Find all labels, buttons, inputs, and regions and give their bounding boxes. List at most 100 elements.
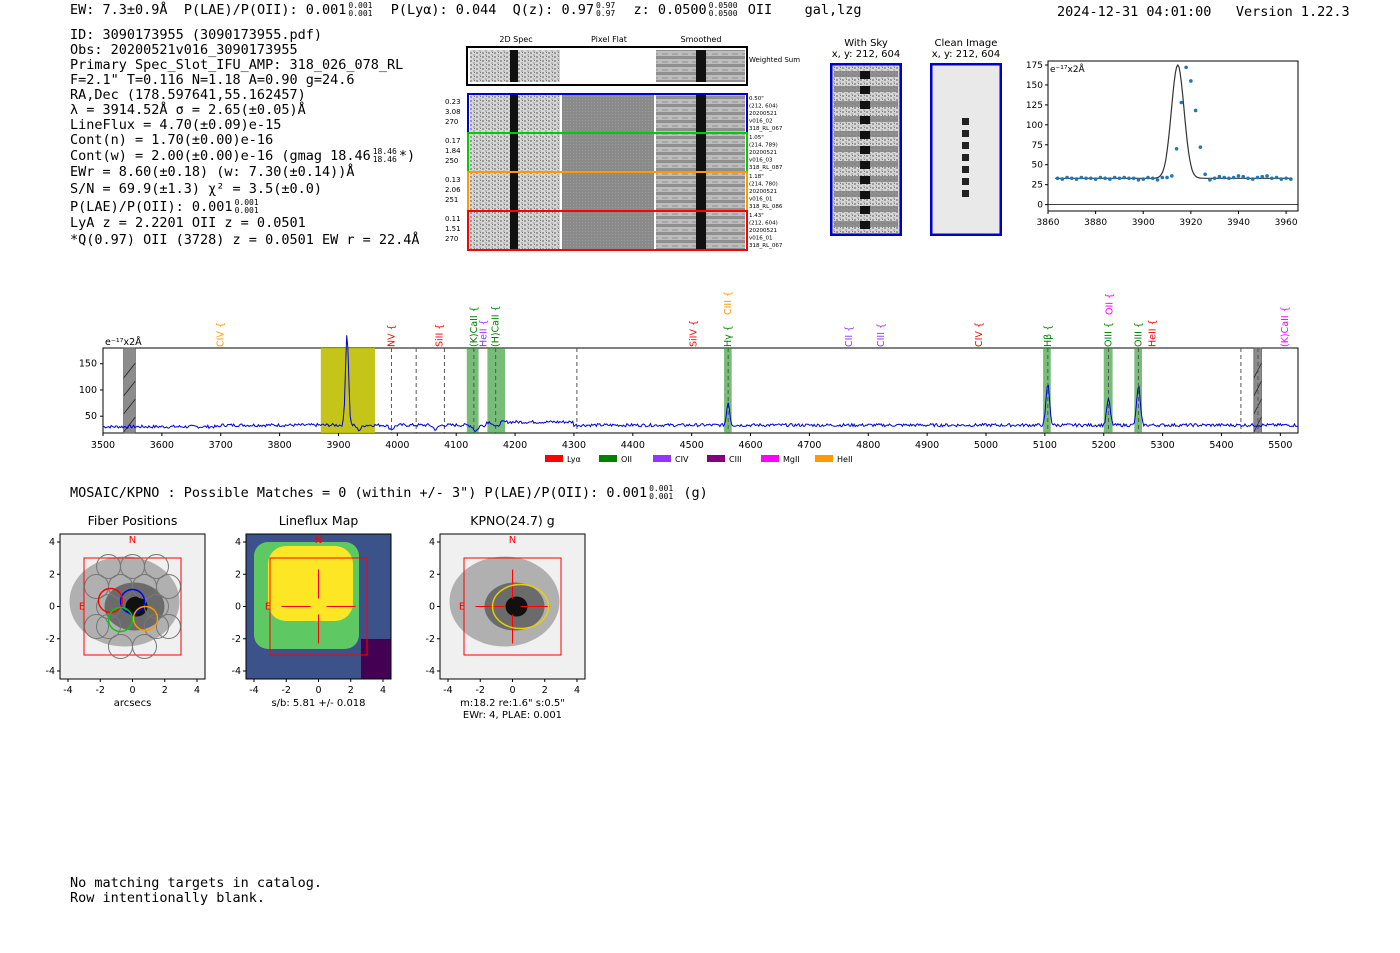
cutout-row-meta: v016_01: [749, 197, 773, 203]
zoom-data-point: [1184, 65, 1188, 70]
spec-hatch: [123, 416, 136, 433]
fiber-circle-orange: [132, 605, 159, 632]
cutout-col-title: Pixel Flat: [591, 35, 627, 44]
x-tick-label: 3940: [1227, 218, 1250, 228]
y-tick-label: 4: [429, 537, 435, 548]
info-line: F=2.1" T=0.116 N=1.18 A=0.90 g=24.6: [70, 72, 355, 88]
cutout-row-meta: (212, 604): [749, 104, 778, 110]
header-qz-hi: 0.97: [595, 1, 616, 10]
spec-units-label: e⁻¹⁷x2Å: [105, 336, 142, 348]
y-tick-label: -4: [232, 666, 241, 677]
galaxy-core: [125, 596, 148, 617]
zoom-data-point: [1146, 175, 1150, 180]
cutout-row-meta: 20200521: [749, 111, 777, 117]
zoom-data-point: [1174, 146, 1179, 151]
fiber-circle: [84, 614, 109, 639]
x-tick-label: 4: [194, 685, 200, 696]
y-tick-label: -2: [426, 634, 435, 645]
legend-label: CIII: [729, 455, 742, 464]
mosaic-panel-title: Lineflux Map: [279, 513, 359, 528]
mosaic-panel-caption: arcsecs: [114, 698, 152, 709]
fiber-circle-blue: [119, 588, 146, 615]
spec-emission-label: SiII {: [435, 324, 446, 347]
zoom-data-point: [1203, 172, 1207, 177]
zoom-data-point: [1165, 175, 1169, 180]
cutout-row-stat: 2.06: [445, 186, 461, 194]
clean-source: [962, 130, 969, 137]
x-tick-label: 3960: [1275, 218, 1298, 228]
header-summary: EW: 7.3±0.9Å P(LAE)/P(OII): 0.001 0.001 0.…: [70, 1, 862, 19]
cutout-row: 0.13 2.06 251 1.18" (214, 780)20200521 v016_0…: [445, 171, 783, 212]
zoom-data-point: [1074, 177, 1079, 181]
cutout-row-meta: 20200521: [749, 150, 777, 156]
y-tick-label: 2: [429, 569, 435, 580]
x-tick-label: -2: [476, 685, 485, 696]
spec-emission-label: (H)CaII {: [491, 305, 502, 347]
cutout-emission: [696, 95, 706, 132]
spec-emission-label: OII {: [1105, 293, 1116, 315]
mosaic-panels: Fiber Positions N E -4 -4 -2 -2 0 0 2 2 4 4 arcsecs Li…: [46, 513, 586, 721]
zoom-data-point: [1065, 175, 1069, 180]
legend-label: Lyα: [567, 455, 581, 464]
clean-image: [930, 63, 1002, 236]
footer-line: No matching targets in catalog.: [70, 875, 322, 891]
cutout-pixelflat: [562, 212, 654, 249]
header-qz-lo: 0.97: [595, 9, 616, 18]
spec-emission-label: CII {: [844, 326, 855, 347]
y-tick-label: 150: [79, 359, 97, 370]
cutout-row-stat: 0.23: [445, 98, 461, 106]
fiber-circle-green: [107, 606, 134, 633]
zoom-data-point: [1260, 174, 1265, 179]
x-tick-label: 3920: [1179, 218, 1202, 228]
cutout-row-meta: 0.50": [749, 96, 764, 102]
x-tick-label: 4600: [738, 440, 762, 451]
cutout-emission: [696, 173, 706, 210]
header-plae-lo: 0.001: [348, 9, 373, 18]
zoom-data-point: [1070, 176, 1074, 181]
sky-source: [860, 101, 870, 109]
cutout-row-stat: 250: [445, 157, 458, 165]
info-block: ID: 3090173955 (3090173955.pdf) Obs: 202…: [70, 28, 420, 248]
zoom-data-point: [1112, 175, 1117, 180]
x-tick-label: 5300: [1151, 440, 1175, 451]
info-line: S/N = 69.9(±1.3) χ² = 3.5(±0.0): [70, 181, 322, 197]
info-line: LyA z = 2.2201 OII z = 0.0501: [70, 215, 306, 231]
zoom-data-point: [1084, 176, 1088, 181]
sky-source: [860, 191, 870, 199]
cutout-row: 0.23 3.08 270 0.50" (212, 604)20200521 v016_0…: [445, 93, 783, 134]
x-tick-label: 4500: [680, 440, 704, 451]
cutout-pixelflat: [562, 134, 654, 171]
y-tick-label: -2: [46, 634, 55, 645]
zoom-data-point: [1198, 145, 1203, 149]
cutout-row-meta: 1.43": [749, 213, 764, 219]
cutout-emission: [510, 173, 518, 210]
zoom-data-point: [1160, 175, 1165, 180]
zoom-data-point: [1108, 177, 1112, 181]
mosaic-panel-caption: m:18.2 re:1.6" s:0.5": [460, 698, 565, 709]
zoom-data-point: [1274, 175, 1279, 180]
aperture-box: [269, 557, 368, 656]
zoom-data-point: [1222, 175, 1226, 180]
cutout-row-meta: 1.18": [749, 174, 764, 180]
header-ew: EW: 7.3±0.9Å: [70, 2, 168, 18]
spec-hatch: [123, 362, 136, 379]
cutout-row-stat: 270: [445, 118, 458, 126]
with-sky-image: [830, 63, 902, 236]
sky-source: [860, 146, 870, 154]
spec-emission-label: HeII {: [478, 319, 489, 347]
x-tick-label: 3600: [150, 440, 174, 451]
cutout-row-stat: 0.17: [445, 137, 461, 145]
zoom-data-point: [1270, 176, 1274, 181]
y-tick-label: 100: [1026, 121, 1043, 131]
x-tick-label: 3880: [1084, 218, 1107, 228]
cutout-emission: [510, 134, 518, 171]
x-tick-label: 4400: [621, 440, 645, 451]
y-tick-label: 4: [235, 537, 241, 548]
spec-line-band: [466, 348, 479, 433]
sky-source: [860, 86, 870, 94]
x-tick-label: 2: [348, 685, 354, 696]
with-sky-title: With Sky x, y: 212, 604: [831, 38, 901, 60]
y-tick-label: 25: [1032, 181, 1043, 191]
x-tick-label: 4: [574, 685, 580, 696]
header-qz: Q(z): 0.97: [512, 2, 594, 18]
